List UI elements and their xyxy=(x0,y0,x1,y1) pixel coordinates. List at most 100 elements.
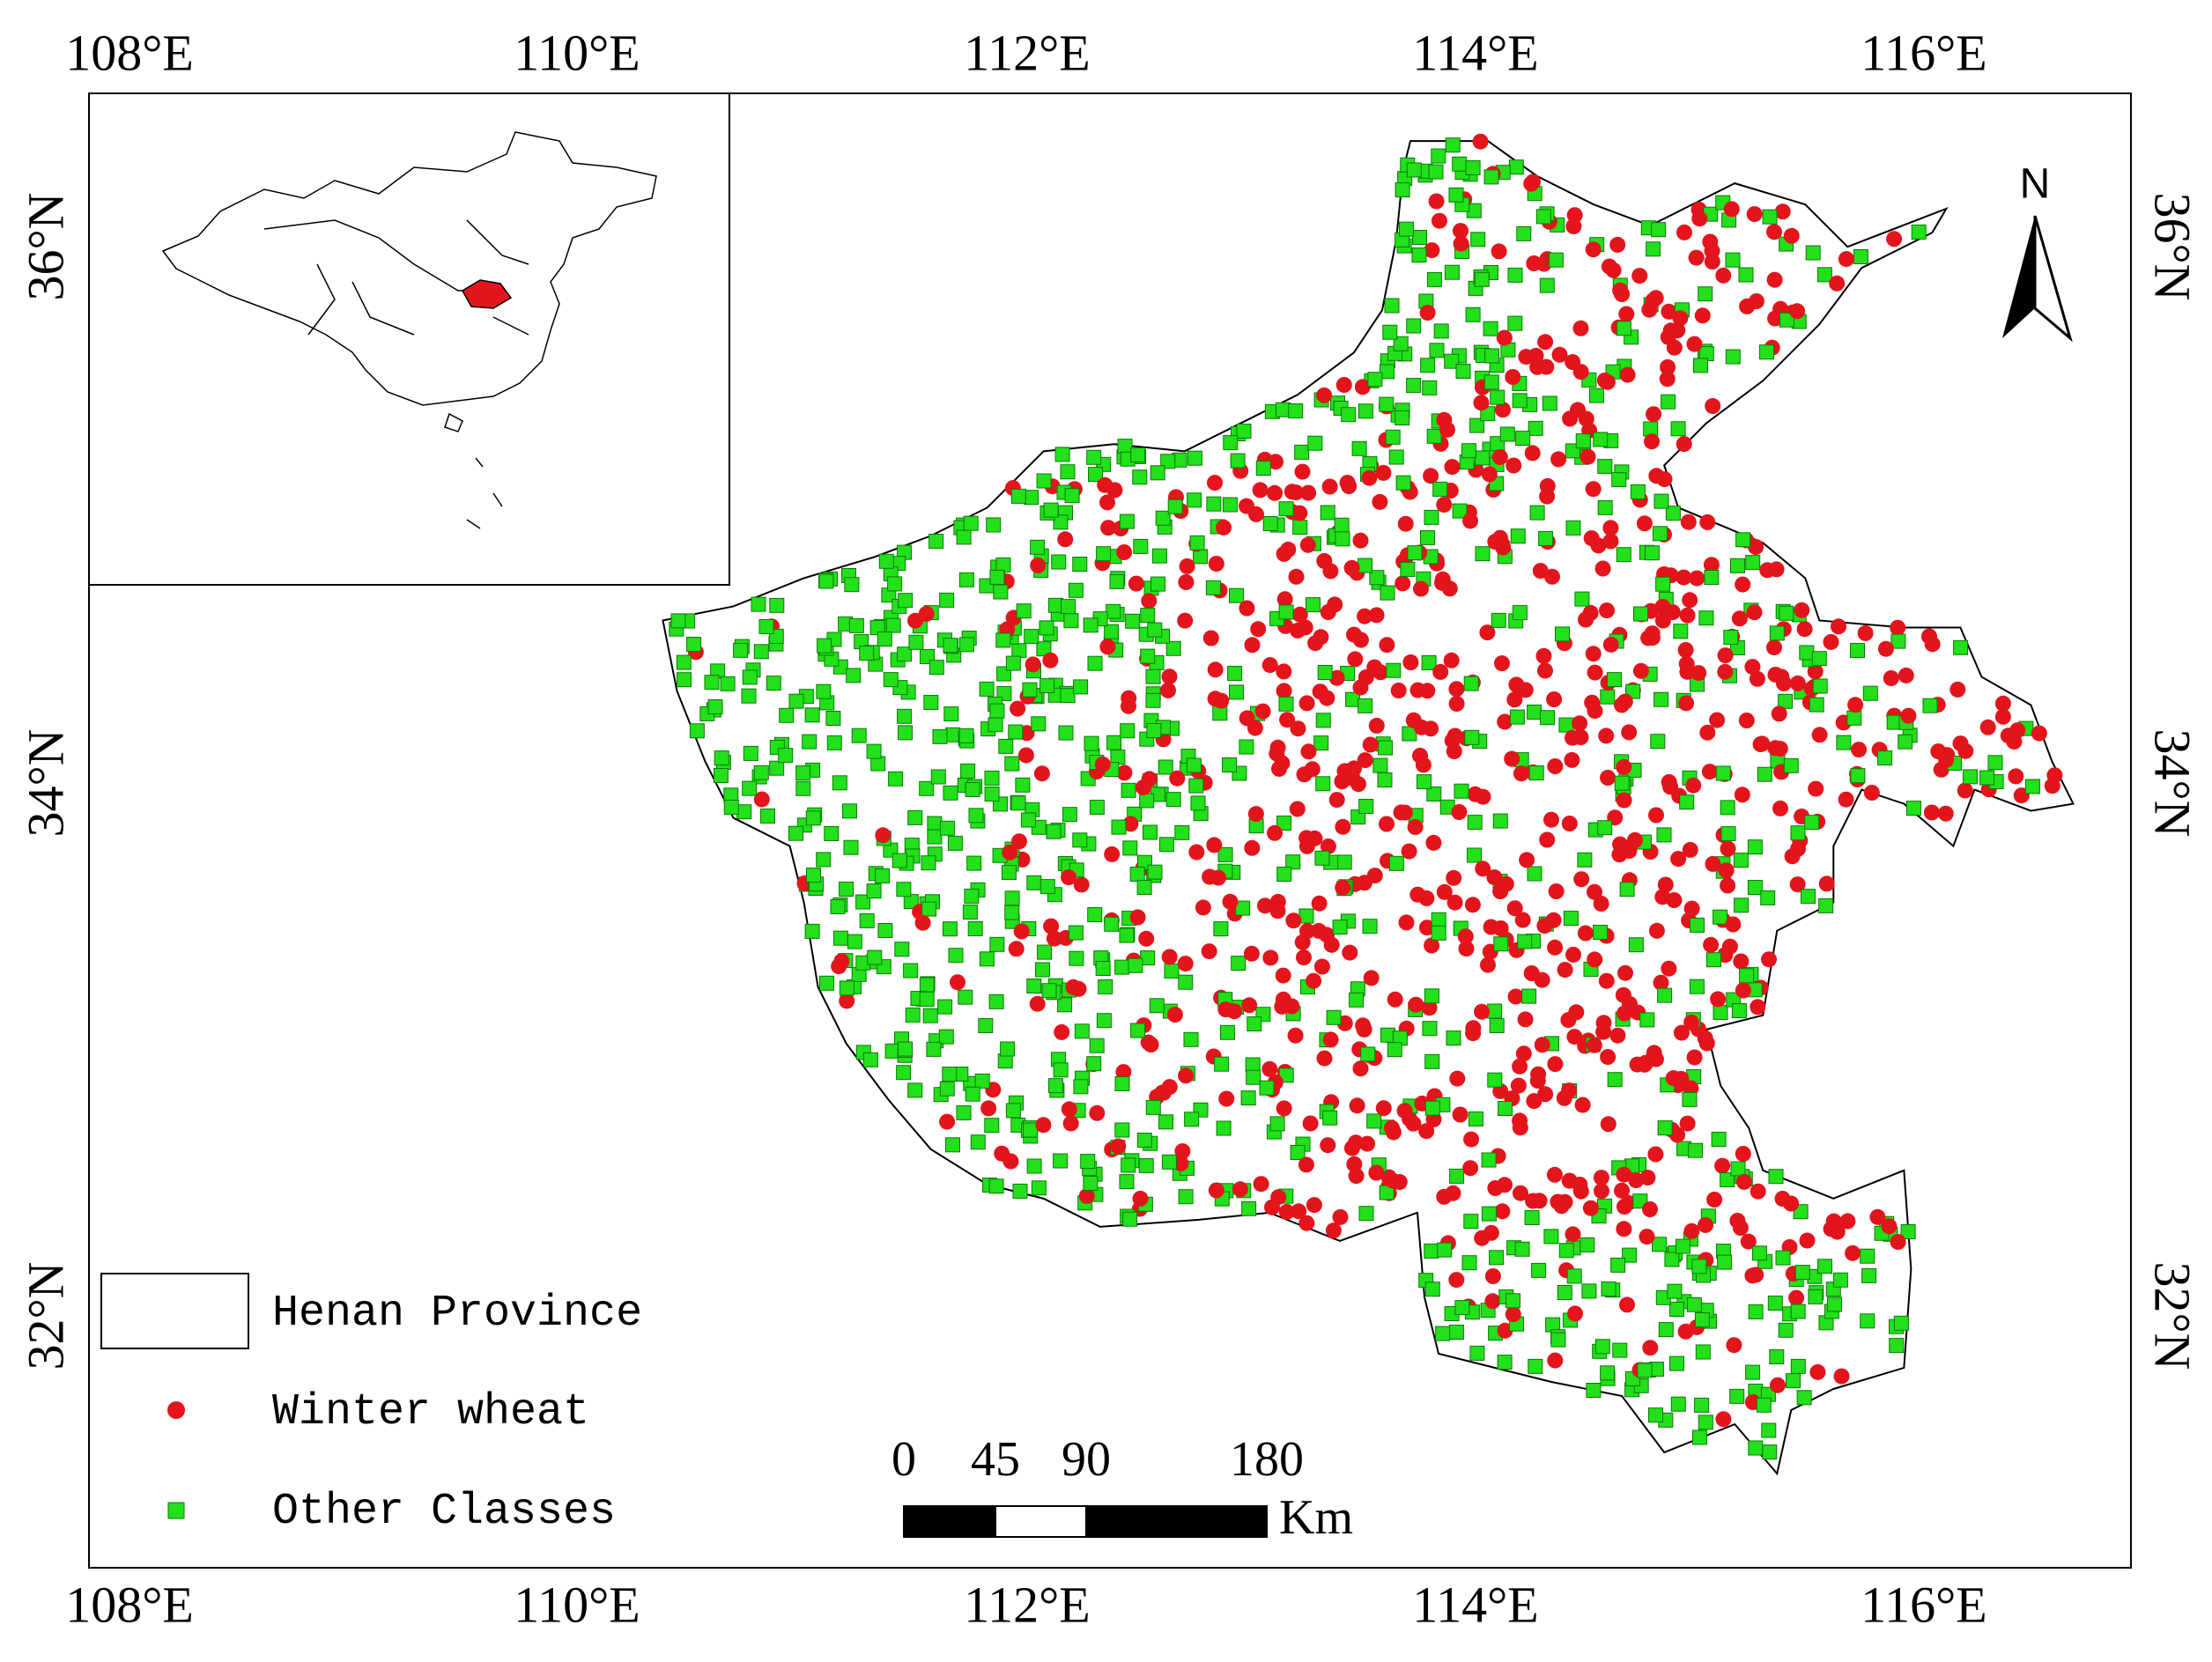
other-point xyxy=(1120,723,1136,739)
wheat-point xyxy=(1572,320,1589,336)
wheat-point xyxy=(1770,1377,1786,1393)
wheat-point xyxy=(1495,539,1512,556)
other-point xyxy=(1538,531,1554,546)
other-point xyxy=(1731,1003,1747,1018)
wheat-point xyxy=(1166,1007,1183,1023)
other-point xyxy=(1593,432,1609,447)
wheat-point xyxy=(1629,1056,1646,1073)
other-point xyxy=(1890,633,1906,649)
wheat-point xyxy=(1710,991,1727,1008)
other-point xyxy=(1314,850,1330,866)
other-point xyxy=(1850,643,1865,658)
lat-label-left: 32°N xyxy=(17,1261,74,1370)
lon-label-top: 110°E xyxy=(514,24,640,81)
other-point xyxy=(1801,889,1816,905)
wheat-point xyxy=(1393,804,1409,821)
other-point xyxy=(930,769,946,785)
wheat-point xyxy=(1210,869,1226,886)
other-point xyxy=(1406,162,1422,178)
wheat-point xyxy=(1698,1035,1715,1052)
other-point xyxy=(1424,1053,1440,1069)
other-point xyxy=(1406,318,1422,334)
other-point xyxy=(1900,1224,1916,1239)
other-point xyxy=(1145,692,1161,708)
other-point xyxy=(1360,1046,1376,1062)
other-point xyxy=(1240,1090,1256,1106)
other-point xyxy=(1812,678,1828,694)
other-point xyxy=(1761,1422,1777,1438)
other-point xyxy=(958,989,973,1005)
wheat-point xyxy=(1270,1189,1287,1206)
wheat-point xyxy=(1639,1229,1655,1245)
other-point xyxy=(1484,348,1500,364)
wheat-point xyxy=(1676,436,1692,453)
other-point xyxy=(1424,509,1439,525)
other-point xyxy=(1026,979,1042,994)
wheat-point xyxy=(1385,1172,1401,1189)
other-point xyxy=(1213,921,1229,937)
other-point xyxy=(1010,795,1026,811)
other-point xyxy=(1073,679,1089,695)
scale-label: 45 xyxy=(971,1432,1020,1487)
other-point xyxy=(1689,979,1705,994)
other-point xyxy=(1817,1259,1832,1274)
other-point xyxy=(1577,852,1593,868)
other-point xyxy=(1379,396,1395,412)
other-point xyxy=(1637,1363,1653,1378)
other-point xyxy=(919,991,935,1007)
other-point xyxy=(844,577,860,593)
wheat-point xyxy=(1239,710,1255,727)
wheat-point xyxy=(1395,575,1411,592)
wheat-point xyxy=(1043,918,1060,934)
wheat-point xyxy=(1280,542,1297,558)
other-point xyxy=(1005,1103,1021,1119)
other-point xyxy=(1336,854,1352,870)
wheat-point xyxy=(1177,956,1194,972)
other-point xyxy=(968,808,984,824)
other-point xyxy=(1109,573,1125,589)
wheat-point xyxy=(1397,515,1414,532)
wheat-point xyxy=(1746,206,1763,223)
wheat-point xyxy=(1316,387,1333,403)
other-point xyxy=(1987,755,2003,771)
other-point xyxy=(948,948,964,964)
other-point xyxy=(1121,782,1136,798)
other-point xyxy=(1278,501,1294,517)
other-point xyxy=(1557,1285,1572,1300)
other-point xyxy=(1698,610,1714,626)
other-point xyxy=(927,829,943,845)
wheat-point xyxy=(1343,559,1360,576)
wheat-point xyxy=(1042,652,1059,668)
other-point xyxy=(1463,1214,1479,1230)
lon-label-bottom: 108°E xyxy=(65,1576,194,1633)
wheat-point xyxy=(1705,398,1721,414)
wheat-point xyxy=(1448,1272,1465,1289)
lon-label-bottom: 114°E xyxy=(1412,1576,1538,1633)
other-point xyxy=(1751,1245,1767,1261)
other-point xyxy=(1036,473,1052,489)
other-point xyxy=(1138,1157,1154,1173)
wheat-point xyxy=(1602,636,1619,653)
other-point xyxy=(958,728,974,743)
other-point xyxy=(862,1052,878,1067)
other-point xyxy=(1386,662,1402,678)
other-point xyxy=(1489,1018,1505,1033)
wheat-point xyxy=(1689,570,1705,587)
other-point xyxy=(1388,449,1404,465)
other-point xyxy=(1411,247,1427,262)
wheat-point xyxy=(1335,879,1351,896)
other-point xyxy=(903,963,919,979)
wheat-point xyxy=(1207,475,1223,491)
wheat-point xyxy=(1699,513,1716,530)
other-point xyxy=(1597,459,1613,475)
other-point xyxy=(1509,709,1525,725)
wheat-point xyxy=(1443,652,1460,668)
wheat-point xyxy=(1062,1115,1079,1132)
other-point xyxy=(1380,585,1395,601)
wheat-point xyxy=(1311,922,1327,939)
wheat-point xyxy=(1464,897,1481,913)
other-point xyxy=(1448,187,1464,203)
other-point xyxy=(1216,1120,1232,1136)
wheat-point xyxy=(1699,724,1716,741)
wheat-point xyxy=(1287,1027,1304,1044)
